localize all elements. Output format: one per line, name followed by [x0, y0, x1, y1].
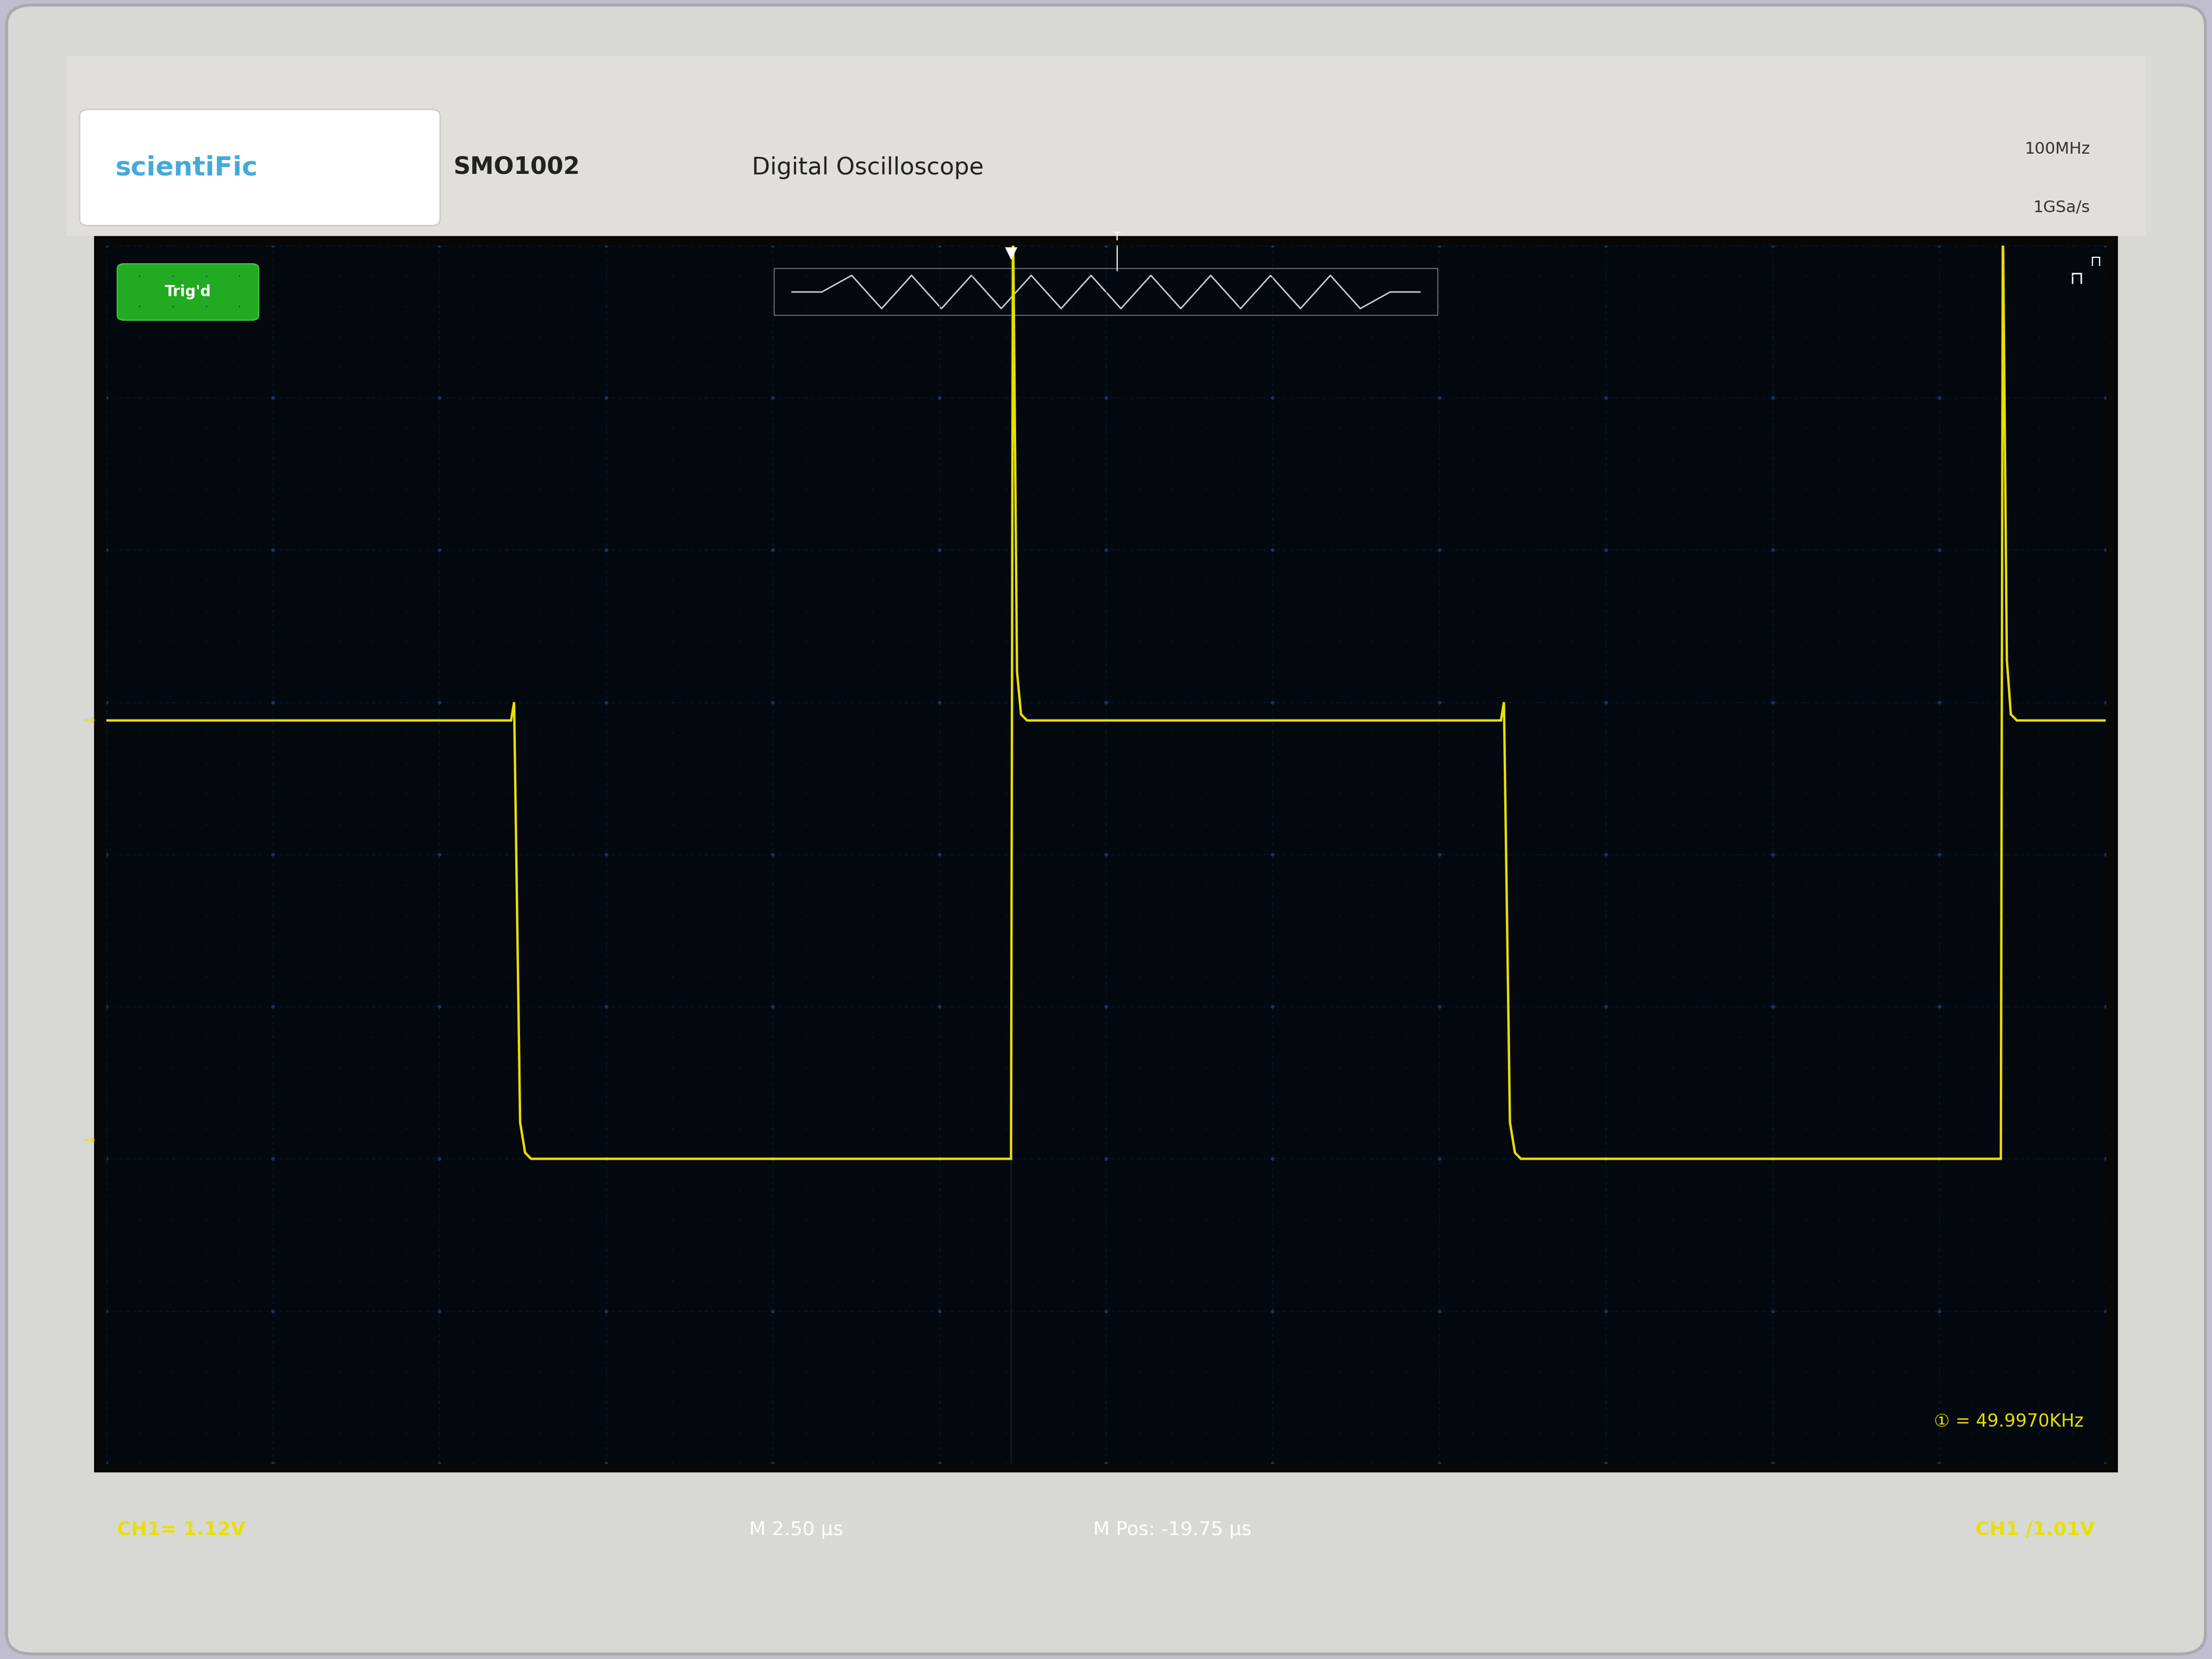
- Text: M Pos: -19.75 μs: M Pos: -19.75 μs: [1093, 1521, 1252, 1538]
- Bar: [106, 246, 2106, 1463]
- Bar: [774, 269, 1438, 315]
- Text: →: →: [82, 1133, 95, 1148]
- Text: 100MHz: 100MHz: [2024, 141, 2090, 158]
- Text: SMO1002: SMO1002: [453, 156, 580, 179]
- Bar: [95, 237, 2117, 1472]
- Text: CH1 /1.01V: CH1 /1.01V: [1975, 1521, 2095, 1538]
- Text: ⊓: ⊓: [2070, 270, 2084, 289]
- Text: 1GSa/s: 1GSa/s: [2033, 199, 2090, 216]
- FancyBboxPatch shape: [80, 109, 440, 226]
- Text: ① = 49.9970KHz: ① = 49.9970KHz: [1933, 1413, 2084, 1430]
- Text: ⊓: ⊓: [2090, 254, 2101, 269]
- Text: T: T: [1113, 232, 1121, 242]
- Text: CH1= 1.12V: CH1= 1.12V: [117, 1521, 246, 1538]
- Text: scientiFic: scientiFic: [115, 154, 259, 181]
- Text: Trig'd: Trig'd: [164, 285, 212, 299]
- Text: ▼: ▼: [1004, 246, 1018, 260]
- Text: Digital Oscilloscope: Digital Oscilloscope: [752, 156, 984, 179]
- Bar: [66, 56, 2146, 236]
- Text: M 2.50 μs: M 2.50 μs: [750, 1521, 843, 1538]
- FancyBboxPatch shape: [117, 264, 259, 320]
- Text: →: →: [82, 713, 95, 728]
- FancyBboxPatch shape: [7, 5, 2205, 1654]
